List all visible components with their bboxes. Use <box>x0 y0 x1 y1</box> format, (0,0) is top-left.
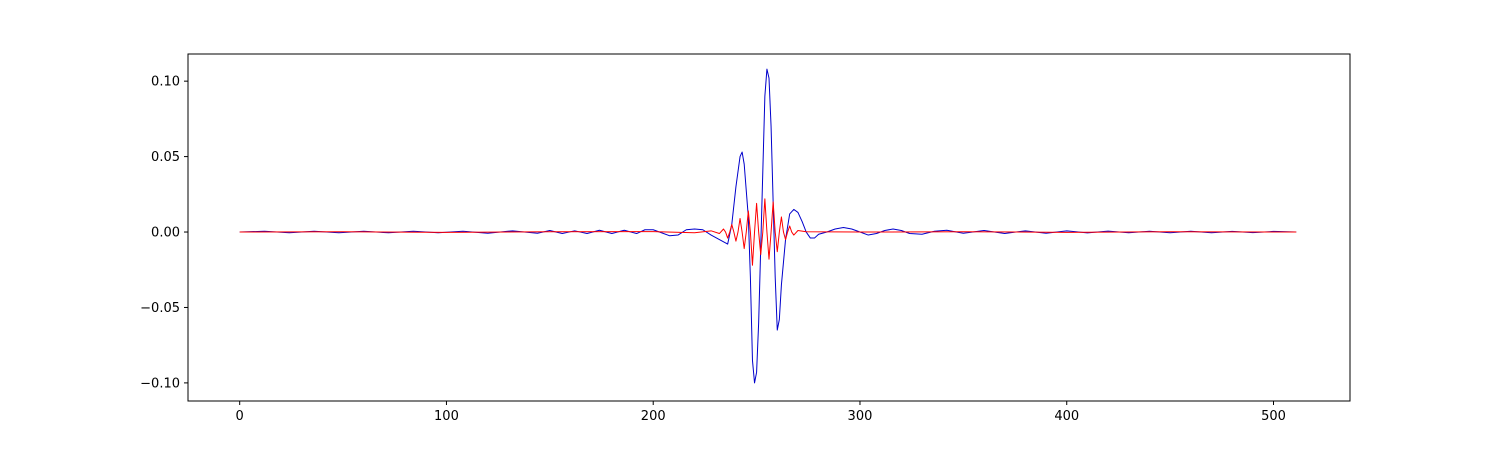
x-tick-label: 400 <box>1054 409 1079 424</box>
y-tick-label: −0.05 <box>140 301 180 316</box>
series-layer <box>239 68 1297 384</box>
x-tick-label: 200 <box>641 409 666 424</box>
plot-frame <box>187 53 1351 402</box>
x-tick-label: 500 <box>1261 409 1286 424</box>
x-axis-ticks: 0 100 200 300 400 500 <box>236 401 1286 424</box>
y-tick-label: 0.00 <box>151 226 180 241</box>
series-line-red <box>239 198 1297 266</box>
y-axis-ticks: −0.10 −0.05 0.00 0.05 0.10 <box>140 75 188 391</box>
x-tick-label: 100 <box>434 409 459 424</box>
y-tick-label: −0.10 <box>140 376 180 391</box>
y-tick-label: 0.05 <box>151 150 180 165</box>
x-tick-label: 300 <box>848 409 873 424</box>
y-tick-label: 0.10 <box>151 75 180 90</box>
plot-background <box>188 54 1350 401</box>
x-tick-label: 0 <box>236 409 244 424</box>
